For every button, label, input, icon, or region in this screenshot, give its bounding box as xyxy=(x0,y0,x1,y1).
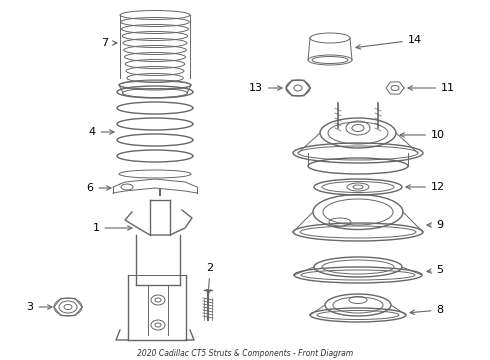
Text: 2: 2 xyxy=(206,263,214,294)
Text: 4: 4 xyxy=(88,127,114,137)
Text: 2020 Cadillac CT5 Struts & Components - Front Diagram: 2020 Cadillac CT5 Struts & Components - … xyxy=(137,348,353,357)
Text: 3: 3 xyxy=(26,302,52,312)
Text: 10: 10 xyxy=(400,130,445,140)
Text: 11: 11 xyxy=(408,83,455,93)
Text: 14: 14 xyxy=(356,35,422,49)
Text: 9: 9 xyxy=(427,220,443,230)
Text: 8: 8 xyxy=(410,305,443,315)
Text: 6: 6 xyxy=(87,183,111,193)
Text: 13: 13 xyxy=(249,83,282,93)
Text: 5: 5 xyxy=(427,265,443,275)
Text: 12: 12 xyxy=(406,182,445,192)
Text: 7: 7 xyxy=(101,38,117,48)
Text: 1: 1 xyxy=(93,223,132,233)
